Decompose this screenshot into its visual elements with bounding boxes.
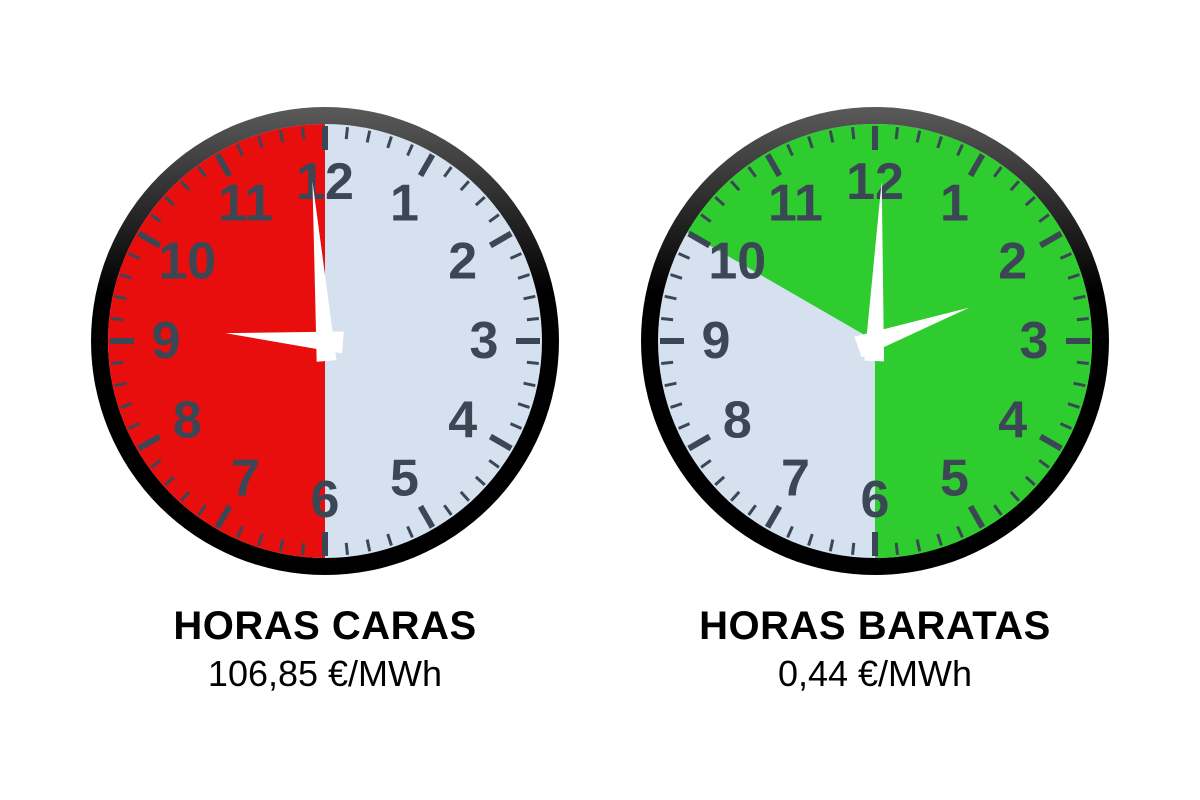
svg-text:4: 4 (998, 391, 1027, 449)
expensive-title: HORAS CARAS (173, 604, 476, 649)
cheap-clock: 123456789101112 (640, 106, 1110, 576)
svg-text:3: 3 (470, 312, 499, 370)
svg-text:11: 11 (218, 174, 273, 232)
cheap-caption: HORAS BARATAS 0,44 €/MWh (699, 604, 1051, 695)
svg-text:6: 6 (311, 471, 340, 529)
svg-text:2: 2 (448, 232, 477, 290)
svg-text:6: 6 (861, 471, 890, 529)
svg-text:8: 8 (723, 391, 752, 449)
cheap-title: HORAS BARATAS (699, 604, 1051, 649)
expensive-hours-panel: 123456789101112 HORAS CARAS 106,85 €/MWh (90, 106, 560, 695)
svg-text:5: 5 (390, 449, 419, 507)
cheap-price: 0,44 €/MWh (699, 653, 1051, 695)
svg-text:9: 9 (702, 312, 731, 370)
svg-text:4: 4 (448, 391, 477, 449)
svg-text:12: 12 (846, 153, 904, 211)
svg-text:9: 9 (152, 312, 181, 370)
expensive-price: 106,85 €/MWh (173, 653, 476, 695)
svg-text:10: 10 (158, 232, 216, 290)
svg-text:8: 8 (173, 391, 202, 449)
svg-text:5: 5 (940, 449, 969, 507)
svg-text:11: 11 (768, 174, 823, 232)
svg-text:2: 2 (998, 232, 1027, 290)
svg-text:10: 10 (708, 232, 766, 290)
svg-text:3: 3 (1020, 312, 1049, 370)
svg-text:1: 1 (390, 174, 419, 232)
expensive-caption: HORAS CARAS 106,85 €/MWh (173, 604, 476, 695)
svg-text:12: 12 (296, 153, 354, 211)
svg-text:7: 7 (231, 449, 260, 507)
svg-text:7: 7 (781, 449, 810, 507)
svg-text:1: 1 (940, 174, 969, 232)
cheap-hours-panel: 123456789101112 HORAS BARATAS 0,44 €/MWh (640, 106, 1110, 695)
expensive-clock: 123456789101112 (90, 106, 560, 576)
